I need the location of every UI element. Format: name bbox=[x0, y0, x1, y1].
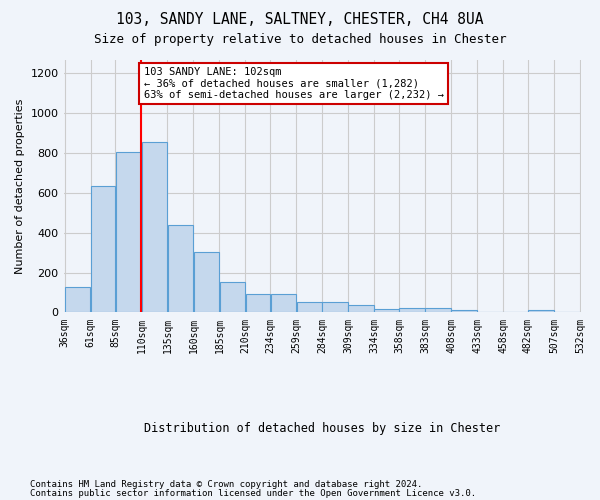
Bar bbox=[116, 152, 141, 312]
Bar bbox=[245, 294, 270, 312]
Bar bbox=[374, 310, 399, 312]
Text: 103 SANDY LANE: 102sqm
← 36% of detached houses are smaller (1,282)
63% of semi-: 103 SANDY LANE: 102sqm ← 36% of detached… bbox=[143, 67, 443, 100]
Bar bbox=[91, 186, 115, 312]
Bar bbox=[322, 302, 348, 312]
Text: Size of property relative to detached houses in Chester: Size of property relative to detached ho… bbox=[94, 32, 506, 46]
Text: 103, SANDY LANE, SALTNEY, CHESTER, CH4 8UA: 103, SANDY LANE, SALTNEY, CHESTER, CH4 8… bbox=[116, 12, 484, 28]
Bar bbox=[271, 294, 296, 312]
X-axis label: Distribution of detached houses by size in Chester: Distribution of detached houses by size … bbox=[144, 422, 500, 435]
Bar bbox=[425, 308, 451, 312]
Text: Contains public sector information licensed under the Open Government Licence v3: Contains public sector information licen… bbox=[30, 490, 476, 498]
Bar bbox=[400, 308, 425, 312]
Bar bbox=[220, 282, 245, 312]
Y-axis label: Number of detached properties: Number of detached properties bbox=[15, 98, 25, 274]
Bar bbox=[65, 286, 90, 312]
Bar bbox=[296, 302, 322, 312]
Bar bbox=[142, 142, 167, 312]
Bar bbox=[528, 310, 554, 312]
Bar bbox=[451, 310, 477, 312]
Bar bbox=[167, 224, 193, 312]
Bar bbox=[194, 252, 219, 312]
Text: Contains HM Land Registry data © Crown copyright and database right 2024.: Contains HM Land Registry data © Crown c… bbox=[30, 480, 422, 489]
Bar bbox=[349, 306, 374, 312]
